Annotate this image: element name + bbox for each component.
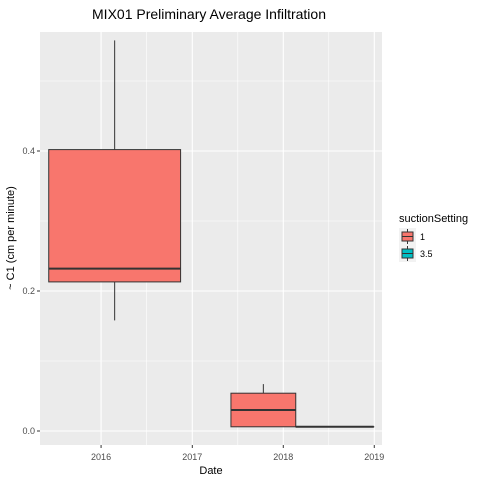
y-tick-label: 0.4 [22,146,35,156]
y-tick-label: 0.2 [22,286,35,296]
legend: suctionSetting 1 3.5 [399,213,468,262]
box-plots [48,40,375,428]
x-axis-title: Date [199,465,222,477]
x-tick-label: 2017 [182,452,202,462]
legend-title: suctionSetting [399,213,468,225]
x-tick-label: 2018 [273,452,293,462]
y-tick-label: 0.0 [22,426,35,436]
legend-label: 3.5 [420,249,433,259]
legend-key [399,245,416,262]
legend-label: 1 [420,232,425,242]
box-plot-1 [230,384,297,428]
x-tick-label: 2016 [91,452,111,462]
chart-title: MIX01 Preliminary Average Infiltration [92,6,326,22]
box [48,149,182,283]
axis-ticks: 0.0 0.2 0.4 2016 2017 2018 2019 [22,146,384,462]
box-plot-1 [48,40,182,321]
y-axis-title: ~ C1 (cm per minute) [5,186,17,290]
x-tick-label: 2019 [364,452,384,462]
legend-key [399,228,416,245]
